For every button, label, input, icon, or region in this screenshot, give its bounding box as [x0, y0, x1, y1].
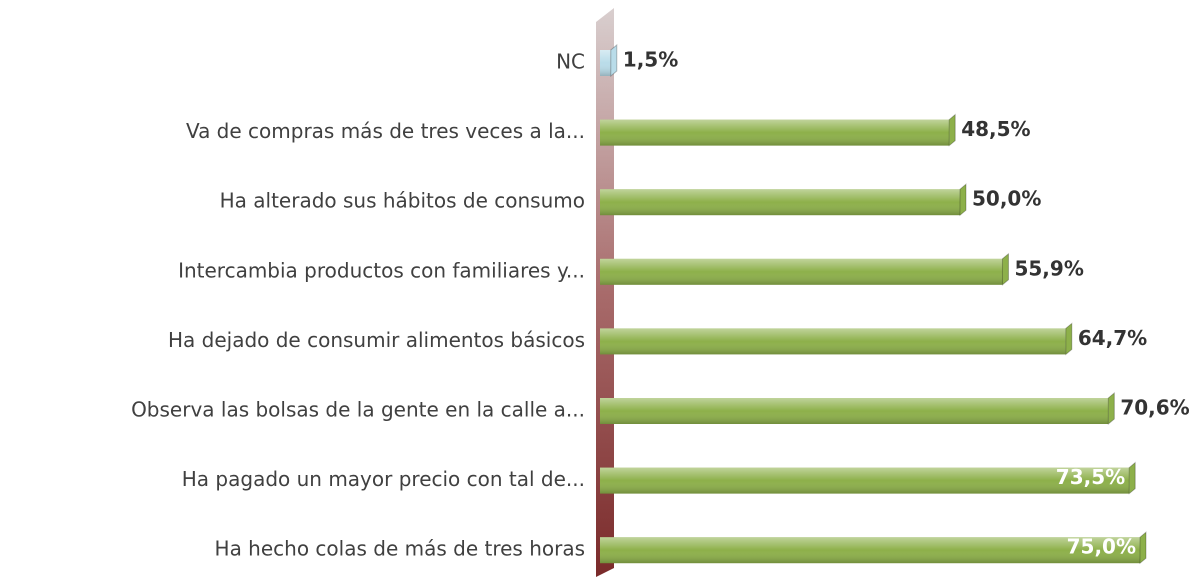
bar-shade — [600, 537, 1140, 564]
category-label: Observa las bolsas de la gente en la cal… — [131, 398, 585, 422]
bar-cap — [1128, 461, 1136, 495]
axis-wall — [596, 8, 614, 577]
category-label: Ha hecho colas de más de tres horas — [215, 537, 585, 561]
plot-area: NC 1,5% Va de compras más de tres veces a … — [131, 43, 1190, 565]
value-label: 64,7% — [1078, 326, 1147, 350]
value-label: 75,0% — [1067, 535, 1136, 559]
value-label: 73,5% — [1056, 465, 1125, 489]
value-label: 55,9% — [1014, 256, 1083, 280]
value-label: 70,6% — [1120, 396, 1189, 420]
category-label: Ha dejado de consumir alimentos básicos — [168, 328, 585, 352]
bar-cap — [1107, 391, 1115, 426]
bar-shade — [600, 50, 611, 76]
category-label: NC — [556, 50, 585, 74]
category-label: Intercambia productos con familiares y..… — [178, 258, 585, 282]
bar-shade — [600, 328, 1066, 355]
bar-cap — [948, 113, 956, 147]
category-label: Va de compras más de tres veces a la... — [186, 119, 585, 143]
value-label: 50,0% — [972, 187, 1041, 211]
bar-cap — [610, 43, 618, 78]
bar-cap — [1065, 322, 1073, 356]
bar-shade — [600, 189, 960, 216]
bar-shade — [600, 258, 1003, 285]
bar-shade — [600, 119, 950, 146]
value-label: 48,5% — [961, 117, 1030, 141]
category-label: Ha alterado sus hábitos de consumo — [220, 189, 585, 213]
bar-shade — [600, 467, 1130, 494]
category-label: Ha pagado un mayor precio con tal de... — [182, 467, 585, 491]
value-label: 1,5% — [623, 48, 678, 72]
bar-shade — [600, 398, 1109, 424]
bar-cap — [1139, 531, 1147, 565]
bar-cap — [1001, 252, 1009, 286]
bar-cap — [959, 183, 967, 217]
